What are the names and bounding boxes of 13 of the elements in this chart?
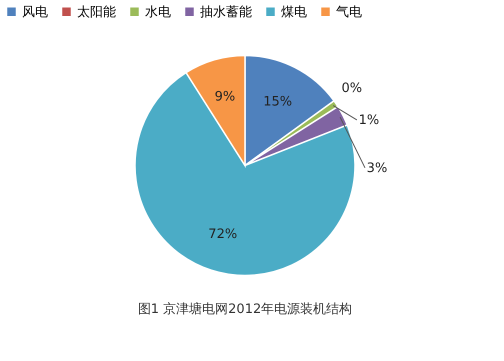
text: 0%	[341, 80, 362, 96]
data-label: 15%	[263, 94, 292, 110]
legend-label: 太阳能	[77, 4, 116, 20]
legend-label: 抽水蓄能	[200, 4, 252, 20]
legend-label: 煤电	[281, 4, 307, 20]
caption: 图1 京津塘电网2012年电源装机结构	[138, 302, 352, 317]
data-label: 3%	[366, 160, 388, 176]
data-label: 9%	[214, 89, 236, 104]
data-label: 72%	[208, 226, 238, 242]
legend-label: 水电	[145, 4, 171, 20]
legend-label: 风电	[22, 4, 48, 20]
legend-label: 气电	[336, 4, 362, 20]
data-label: 1%	[358, 112, 380, 128]
